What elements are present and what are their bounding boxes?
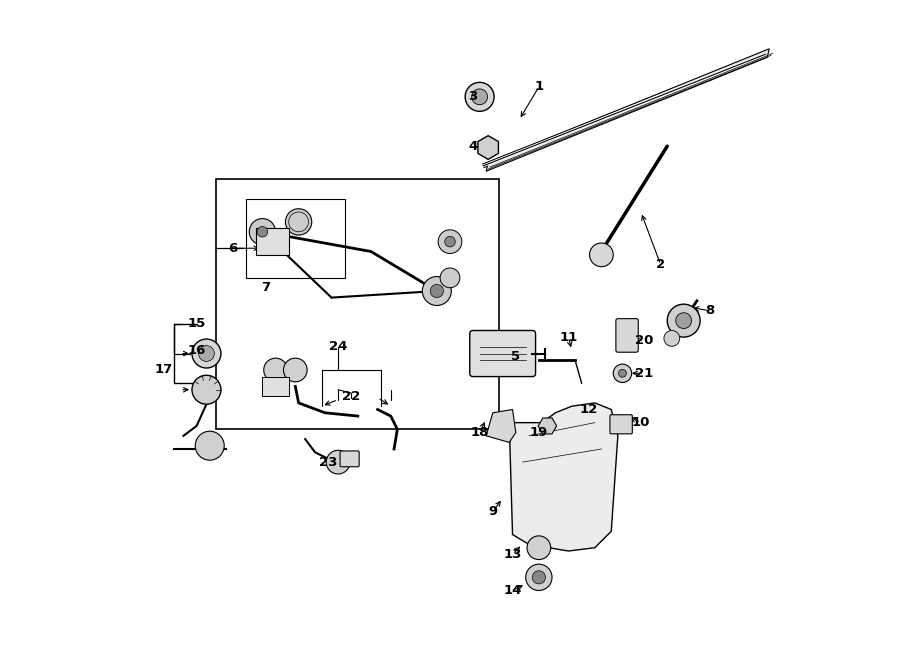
Circle shape (257, 227, 267, 237)
Circle shape (249, 219, 275, 245)
Polygon shape (478, 136, 499, 159)
FancyBboxPatch shape (470, 330, 536, 377)
Text: 17: 17 (155, 364, 173, 377)
Text: 9: 9 (488, 505, 498, 518)
FancyBboxPatch shape (616, 319, 638, 352)
Text: 4: 4 (468, 139, 478, 153)
Circle shape (532, 570, 545, 584)
Polygon shape (486, 409, 516, 442)
Circle shape (667, 304, 700, 337)
Text: 5: 5 (511, 350, 520, 364)
Polygon shape (486, 49, 770, 171)
Circle shape (285, 209, 311, 235)
Text: 1: 1 (535, 81, 544, 93)
Circle shape (284, 358, 307, 382)
Text: 23: 23 (319, 455, 338, 469)
Text: 13: 13 (503, 548, 522, 561)
Text: 15: 15 (187, 317, 206, 330)
Text: 10: 10 (632, 416, 650, 429)
Circle shape (422, 276, 451, 305)
Circle shape (195, 431, 224, 460)
Text: 20: 20 (635, 334, 653, 347)
Polygon shape (538, 418, 556, 434)
Circle shape (465, 83, 494, 111)
FancyBboxPatch shape (340, 451, 359, 467)
Text: 2: 2 (656, 258, 665, 271)
Text: 16: 16 (187, 344, 206, 357)
FancyBboxPatch shape (256, 229, 289, 254)
Circle shape (590, 243, 613, 266)
Text: 24: 24 (328, 340, 347, 354)
Text: 7: 7 (261, 281, 270, 294)
Circle shape (618, 369, 626, 377)
Text: 3: 3 (468, 91, 478, 103)
Text: 14: 14 (503, 584, 522, 597)
Text: 6: 6 (229, 242, 238, 254)
Text: 22: 22 (342, 390, 360, 403)
Circle shape (676, 313, 691, 329)
Circle shape (430, 284, 444, 297)
Text: 19: 19 (530, 426, 548, 439)
Polygon shape (509, 403, 617, 551)
Circle shape (192, 339, 220, 368)
Circle shape (613, 364, 632, 383)
Text: 11: 11 (560, 330, 578, 344)
Circle shape (440, 268, 460, 288)
FancyBboxPatch shape (263, 377, 289, 397)
Circle shape (199, 346, 214, 362)
FancyBboxPatch shape (610, 414, 633, 434)
Text: 12: 12 (579, 403, 598, 416)
Circle shape (438, 230, 462, 253)
Text: 8: 8 (706, 304, 715, 317)
Circle shape (527, 536, 551, 560)
Circle shape (192, 375, 220, 405)
Circle shape (526, 564, 552, 590)
Circle shape (327, 450, 350, 474)
Circle shape (664, 330, 680, 346)
Text: 21: 21 (635, 367, 653, 380)
Text: 18: 18 (471, 426, 489, 439)
Circle shape (445, 237, 455, 247)
Circle shape (472, 89, 488, 104)
Circle shape (264, 358, 287, 382)
